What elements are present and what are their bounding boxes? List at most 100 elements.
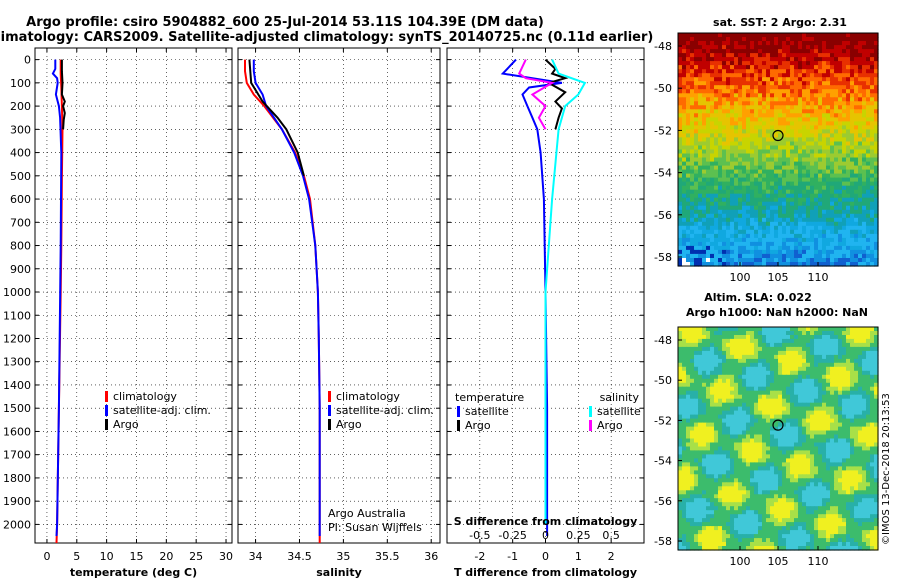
map-cell — [774, 77, 779, 82]
map-cell — [830, 258, 835, 263]
map-cell — [818, 170, 823, 175]
map-cell — [770, 125, 775, 130]
map-cell — [786, 423, 791, 428]
map-cell — [746, 53, 751, 58]
map-cell — [750, 258, 755, 263]
map-cell — [834, 194, 839, 199]
map-cell — [870, 387, 875, 392]
map-cell — [774, 37, 779, 42]
map-cell — [678, 234, 683, 239]
map-cell — [858, 45, 863, 50]
map-cell — [838, 367, 843, 372]
map-cell — [834, 162, 839, 167]
map-cell — [762, 33, 767, 38]
map-cell — [834, 415, 839, 420]
map-cell — [718, 101, 723, 106]
map-cell — [706, 407, 711, 412]
map-cell — [862, 246, 867, 251]
map-cell — [742, 146, 747, 151]
map-cell — [790, 146, 795, 151]
map-cell — [826, 234, 831, 239]
map-cell — [702, 117, 707, 122]
map-cell — [850, 33, 855, 38]
map-cell — [782, 355, 787, 360]
map-cell — [830, 85, 835, 90]
map-cell — [806, 166, 811, 171]
map-cell — [726, 379, 731, 384]
map-cell — [738, 150, 743, 155]
map-cell — [778, 458, 783, 463]
map-cell — [726, 81, 731, 86]
map-cell — [758, 133, 763, 138]
map-cell — [850, 391, 855, 396]
map-cell — [690, 202, 695, 207]
map-cell — [766, 154, 771, 159]
map-cell — [862, 154, 867, 159]
map-cell — [814, 182, 819, 187]
map-cell — [730, 331, 735, 336]
map-cell — [758, 254, 763, 259]
map-cell — [754, 419, 759, 424]
map-cell — [850, 57, 855, 62]
map-cell — [806, 129, 811, 134]
map-cell — [714, 178, 719, 183]
map-cell — [866, 395, 871, 400]
map-cell — [754, 371, 759, 376]
map-cell — [806, 230, 811, 235]
map-cell — [750, 222, 755, 227]
map-cell — [690, 435, 695, 440]
map-cell — [794, 77, 799, 82]
map-cell — [738, 367, 743, 372]
map-cell — [774, 69, 779, 74]
map-cell — [718, 395, 723, 400]
map-cell — [822, 202, 827, 207]
map-cell — [786, 387, 791, 392]
map-cell — [774, 343, 779, 348]
map-cell — [698, 65, 703, 70]
map-cell — [810, 146, 815, 151]
map-cell — [718, 222, 723, 227]
map-cell — [758, 222, 763, 227]
map-cell — [802, 435, 807, 440]
map-cell — [754, 242, 759, 247]
map-cell — [698, 395, 703, 400]
map-cell — [690, 431, 695, 436]
map-cell — [838, 391, 843, 396]
map-cell — [754, 367, 759, 372]
map-cell — [778, 218, 783, 223]
map-cell — [754, 254, 759, 259]
map-cell — [706, 450, 711, 455]
map-cell — [742, 73, 747, 78]
map-cell — [862, 450, 867, 455]
map-cell — [714, 214, 719, 219]
map-cell — [778, 77, 783, 82]
map-cell — [866, 238, 871, 243]
map-cell — [750, 101, 755, 106]
map-cell — [758, 186, 763, 191]
legend-label: climatology — [113, 390, 177, 403]
map-cell — [834, 347, 839, 352]
map-cell — [770, 351, 775, 356]
map-cell — [694, 186, 699, 191]
map-cell — [706, 73, 711, 78]
map-cell — [858, 85, 863, 90]
map-cell — [830, 371, 835, 376]
map-cell — [862, 198, 867, 203]
map-cell — [690, 142, 695, 147]
map-cell — [818, 363, 823, 368]
map-cell — [706, 331, 711, 336]
map-cell — [826, 182, 831, 187]
map-cell — [826, 190, 831, 195]
map-cell — [858, 93, 863, 98]
map-cell — [854, 73, 859, 78]
map-cell — [706, 69, 711, 74]
map-cell — [846, 230, 851, 235]
map-cell — [830, 355, 835, 360]
map-cell — [866, 73, 871, 78]
map-cell — [774, 411, 779, 416]
map-cell — [834, 439, 839, 444]
map-cell — [818, 109, 823, 114]
map-cell — [710, 170, 715, 175]
map-cell — [866, 355, 871, 360]
map-cell — [846, 415, 851, 420]
